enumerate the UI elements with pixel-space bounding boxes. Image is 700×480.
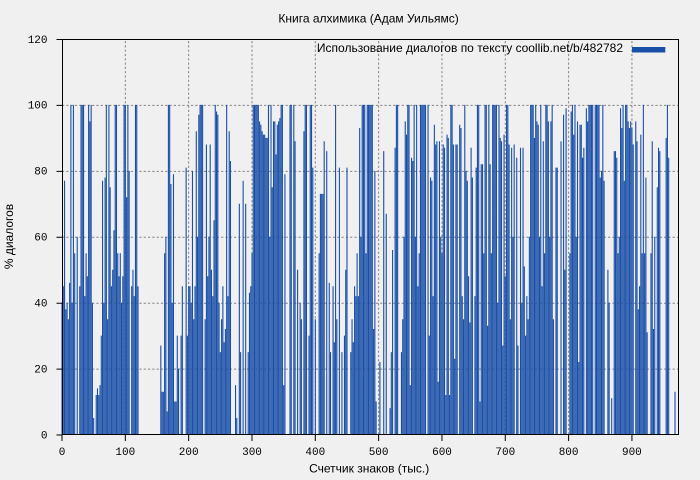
svg-text:300: 300 <box>242 447 262 459</box>
svg-text:100: 100 <box>115 447 135 459</box>
svg-text:100: 100 <box>28 101 48 113</box>
svg-text:700: 700 <box>495 447 515 459</box>
svg-text:120: 120 <box>28 35 48 47</box>
svg-text:800: 800 <box>559 447 579 459</box>
svg-text:40: 40 <box>34 299 47 311</box>
svg-text:Счетчик знаков (тыс.): Счетчик знаков (тыс.) <box>309 462 429 476</box>
svg-text:Использование диалогов по текс: Использование диалогов по тексту coollib… <box>317 41 623 55</box>
svg-text:400: 400 <box>305 447 325 459</box>
svg-text:80: 80 <box>34 167 47 179</box>
svg-text:0: 0 <box>41 430 48 442</box>
svg-text:0: 0 <box>59 447 66 459</box>
svg-text:60: 60 <box>34 233 47 245</box>
svg-text:600: 600 <box>432 447 452 459</box>
svg-text:% диалогов: % диалогов <box>2 204 16 269</box>
svg-text:900: 900 <box>622 447 642 459</box>
svg-text:200: 200 <box>179 447 199 459</box>
svg-text:Книга алхимика (Адам Уильямс): Книга алхимика (Адам Уильямс) <box>278 12 458 26</box>
svg-text:500: 500 <box>369 447 389 459</box>
svg-text:20: 20 <box>34 364 47 376</box>
